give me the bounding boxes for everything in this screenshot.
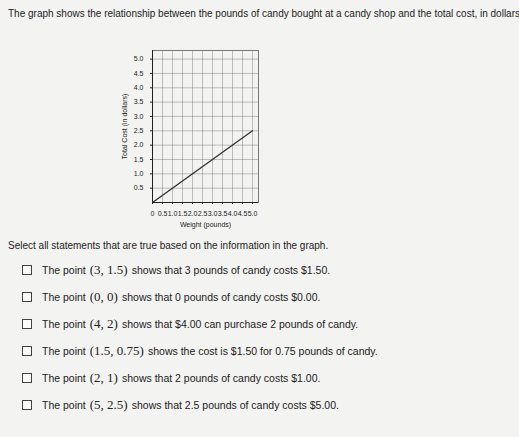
svg-text:2.5: 2.5 [198, 210, 208, 217]
svg-text:Total Cost (in dollars): Total Cost (in dollars) [121, 94, 129, 160]
svg-text:3.5: 3.5 [134, 98, 144, 105]
html-text:The point (1.5, 0.75) shows th: The point (1.5, 0.75) shows the cost is … [42, 343, 378, 358]
svg-text:4.0: 4.0 [134, 84, 144, 91]
svg-text:0.5: 0.5 [158, 210, 168, 217]
svg-text:0.5: 0.5 [134, 184, 144, 191]
html-text:Select all statements that are: Select all statements that are true base… [8, 240, 329, 251]
svg-text:5.0: 5.0 [134, 55, 144, 62]
svg-text:1.0: 1.0 [168, 210, 178, 217]
svg-text:4.5: 4.5 [134, 70, 144, 77]
html-text:The point (3, 1.5) shows that: The point (3, 1.5) shows that 3 pounds o… [42, 262, 331, 277]
svg-text:1.5: 1.5 [134, 156, 144, 163]
html-text:The point (0, 0) shows that 0: The point (0, 0) shows that 0 pounds of … [42, 289, 321, 304]
html-text:The point (5, 2.5) shows that: The point (5, 2.5) shows that 2.5 pounds… [42, 397, 339, 412]
svg-text:0: 0 [151, 210, 155, 217]
svg-text:4.0: 4.0 [228, 210, 238, 217]
svg-text:4.5: 4.5 [238, 210, 248, 217]
svg-text:3.0: 3.0 [208, 210, 218, 217]
svg-text:2.0: 2.0 [134, 141, 144, 148]
svg-text:3.5: 3.5 [218, 210, 228, 217]
svg-text:1.0: 1.0 [134, 170, 144, 177]
svg-text:1.5: 1.5 [178, 210, 188, 217]
svg-text:5.0: 5.0 [248, 210, 258, 217]
svg-text:3.0: 3.0 [134, 113, 144, 120]
svg-text:Weight (pounds): Weight (pounds) [180, 221, 231, 229]
html-text:The point (2, 1) shows that 2: The point (2, 1) shows that 2 pounds of … [42, 370, 321, 385]
svg-text:2.0: 2.0 [188, 210, 198, 217]
svg-text:2.5: 2.5 [134, 127, 144, 134]
html-text:The point (4, 2) shows that $4: The point (4, 2) shows that $4.00 can pu… [42, 316, 359, 331]
